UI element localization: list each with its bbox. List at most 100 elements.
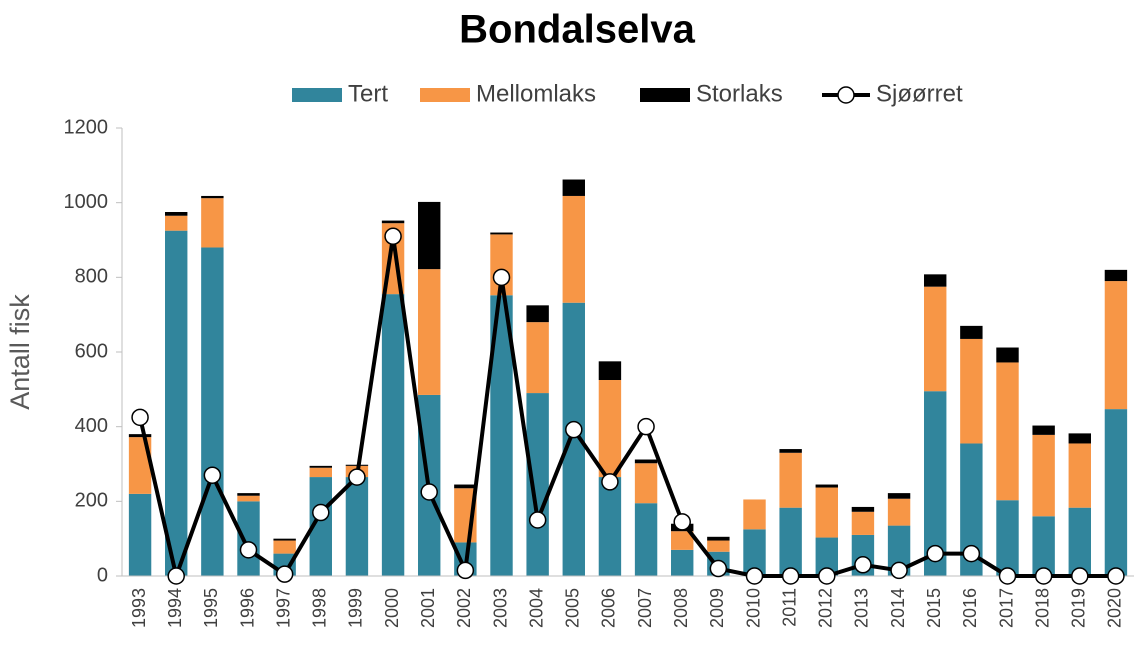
bar-segment: [815, 537, 838, 576]
legend-marker: [837, 86, 855, 104]
x-tick-label: 2001: [418, 588, 438, 628]
line-marker: [492, 268, 511, 287]
bar-segment: [165, 215, 188, 231]
line-marker: [998, 567, 1017, 585]
bar-segment: [237, 493, 260, 496]
line-marker: [348, 468, 366, 486]
line-marker: [1107, 567, 1125, 585]
x-tick-label: 2020: [1105, 588, 1125, 628]
bar-segment: [1068, 507, 1091, 576]
x-tick-label: 1999: [346, 588, 366, 628]
y-tick-label: 1000: [64, 191, 109, 213]
x-tick-label: 2013: [852, 588, 872, 628]
bar-segment: [201, 247, 224, 576]
y-tick-label: 400: [75, 415, 108, 437]
bar-segment: [418, 269, 441, 395]
bar-segment: [273, 538, 296, 541]
legend-label: Mellomlaks: [476, 80, 596, 107]
bar-segment: [201, 198, 224, 248]
x-tick-label: 2008: [671, 588, 691, 628]
line-marker: [962, 544, 981, 563]
bar-segment: [381, 294, 405, 576]
line-marker: [637, 417, 655, 436]
line-marker: [709, 559, 728, 578]
bar-segment: [381, 220, 405, 224]
x-tick-label: 2011: [779, 588, 799, 627]
bar-segment: [128, 437, 152, 494]
x-tick-label: 2007: [635, 588, 655, 628]
x-tick-label: 1993: [129, 588, 149, 628]
line: [138, 234, 1116, 578]
bar-segment: [634, 463, 658, 504]
line-marker: [456, 561, 475, 580]
bar-segment: [1032, 425, 1055, 435]
bar-segment: [887, 493, 911, 499]
bar-segment: [490, 295, 513, 576]
bar-segment: [779, 449, 802, 453]
bar-segment: [1104, 281, 1128, 410]
x-tick-label: 1996: [237, 588, 257, 628]
bar-segment: [165, 230, 188, 576]
legend-swatch: [420, 88, 470, 102]
y-tick-label: 0: [97, 564, 108, 586]
bar-segment: [996, 500, 1019, 576]
bar-segment: [562, 302, 585, 576]
bar-segment: [1104, 409, 1128, 576]
x-tick-label: 2019: [1069, 588, 1089, 628]
bar-segment: [418, 201, 441, 270]
bar-segment: [671, 549, 694, 576]
bar-segment: [526, 393, 549, 576]
bar-segment: [237, 495, 260, 502]
line-marker: [384, 227, 402, 246]
line-marker: [203, 466, 222, 484]
bar-segment: [309, 477, 332, 576]
x-tick-label: 2009: [707, 588, 727, 628]
bar-segment: [924, 286, 947, 392]
bar-segment: [924, 274, 947, 287]
bar-segment: [924, 391, 947, 576]
line-marker: [890, 561, 908, 580]
line-marker: [601, 473, 619, 491]
line-marker: [854, 556, 872, 574]
bar-segment: [562, 195, 585, 303]
legend-label: Tert: [348, 80, 388, 107]
bar-segment: [960, 338, 983, 444]
bar-segment: [887, 498, 911, 526]
line-marker: [818, 567, 836, 585]
line-marker: [565, 420, 583, 439]
x-tick-label: 1995: [201, 588, 221, 628]
bar-segment: [851, 511, 875, 535]
x-tick-label: 2016: [960, 588, 980, 628]
bar-segment: [309, 465, 332, 468]
bar-segment: [1032, 516, 1055, 576]
x-tick-label: 2003: [490, 588, 510, 628]
bar-segment: [128, 434, 152, 438]
legend-swatch: [640, 88, 690, 102]
y-axis-label: Antall fisk: [5, 294, 35, 410]
bar-segment: [237, 501, 260, 576]
x-tick-label: 1997: [273, 588, 293, 628]
bar-segment: [562, 179, 585, 196]
bar-segment: [779, 452, 802, 508]
line-marker: [926, 544, 944, 563]
line-marker: [131, 408, 149, 427]
bar-segment: [634, 503, 658, 576]
bar-segment: [634, 459, 658, 464]
bar-segment: [996, 347, 1019, 363]
bar-segment: [1068, 433, 1091, 444]
x-tick-label: 2004: [526, 588, 546, 628]
bar-segment: [273, 540, 296, 554]
x-tick-label: 2002: [454, 588, 474, 628]
x-tick-label: 2015: [924, 588, 944, 628]
line-marker: [167, 567, 185, 585]
bar-segment: [201, 195, 224, 199]
bar-segment: [887, 525, 911, 576]
bar-segment: [815, 484, 838, 488]
bar-segment: [598, 361, 622, 380]
line-marker: [1071, 567, 1089, 585]
bar-segment: [345, 477, 369, 576]
bar-segment: [707, 540, 730, 552]
x-tick-label: 2018: [1032, 588, 1052, 628]
x-tick-label: 2017: [996, 588, 1016, 628]
line-marker: [420, 483, 438, 501]
